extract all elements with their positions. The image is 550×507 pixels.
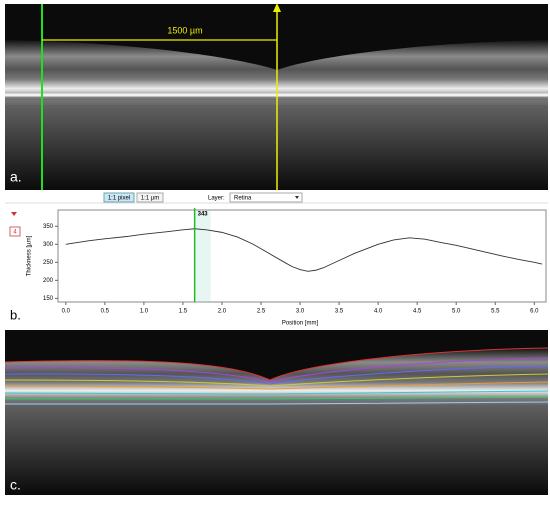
arrow-head xyxy=(273,3,281,12)
marker xyxy=(11,212,17,216)
y-tick-label: 150 xyxy=(43,296,54,302)
thickness-line xyxy=(65,228,543,272)
layer-label: Layer: xyxy=(208,196,225,202)
x-tick-label: 0.5 xyxy=(101,309,110,315)
segmentation-lines xyxy=(4,347,549,405)
y-axis-label: Thickness [µm] xyxy=(27,235,33,276)
dropdown-arrow xyxy=(295,196,299,199)
x-tick-label: 5.0 xyxy=(452,309,461,315)
retina-layers xyxy=(5,348,548,405)
zoom-um[interactable]: 1:1 µm xyxy=(141,196,159,202)
x-axis-label: Position [mm] xyxy=(282,321,319,327)
x-tick-label: 1.0 xyxy=(140,309,149,315)
x-tick-label: 3.0 xyxy=(296,309,305,315)
y-tick-label: 300 xyxy=(43,242,54,248)
panel-label: c. xyxy=(10,477,21,493)
panel-label: b. xyxy=(10,307,21,322)
cursor-value: 343 xyxy=(198,212,209,218)
zoom-button[interactable] xyxy=(136,192,164,203)
x-tick-label: 4.5 xyxy=(413,309,422,315)
line-chart: 150 200 250 300 350 0.0 0.5 1.0 1.5 2.0 2.5 3.0 3.5 4… xyxy=(43,208,543,315)
zoom-button[interactable] xyxy=(103,192,135,203)
choroid xyxy=(5,398,548,495)
plot-area xyxy=(57,209,547,303)
x-tick-label: 2.5 xyxy=(257,309,266,315)
scale-label: 1500 µm xyxy=(167,25,202,35)
x-tick-label: 1.5 xyxy=(179,309,188,315)
cursor-band xyxy=(194,211,211,301)
x-tick-label: 3.5 xyxy=(335,309,344,315)
x-tick-label: 0.0 xyxy=(62,309,71,315)
x-tick-label: 5.5 xyxy=(491,309,500,315)
side-box xyxy=(9,226,21,237)
panel-label: a. xyxy=(10,169,22,185)
y-tick-label: 350 xyxy=(43,224,54,230)
x-tick-label: 6.0 xyxy=(530,309,539,315)
zoom-pixel[interactable]: 1:1 pixel xyxy=(108,196,130,202)
y-tick-label: 200 xyxy=(43,278,54,284)
x-tick-label: 4.0 xyxy=(374,309,383,315)
layer-value[interactable]: Retina xyxy=(234,196,252,202)
y-tick-label: 250 xyxy=(43,260,54,266)
x-tick-label: 2.0 xyxy=(218,309,227,315)
side-label: 4 xyxy=(13,230,17,236)
layer-select[interactable] xyxy=(229,192,303,203)
